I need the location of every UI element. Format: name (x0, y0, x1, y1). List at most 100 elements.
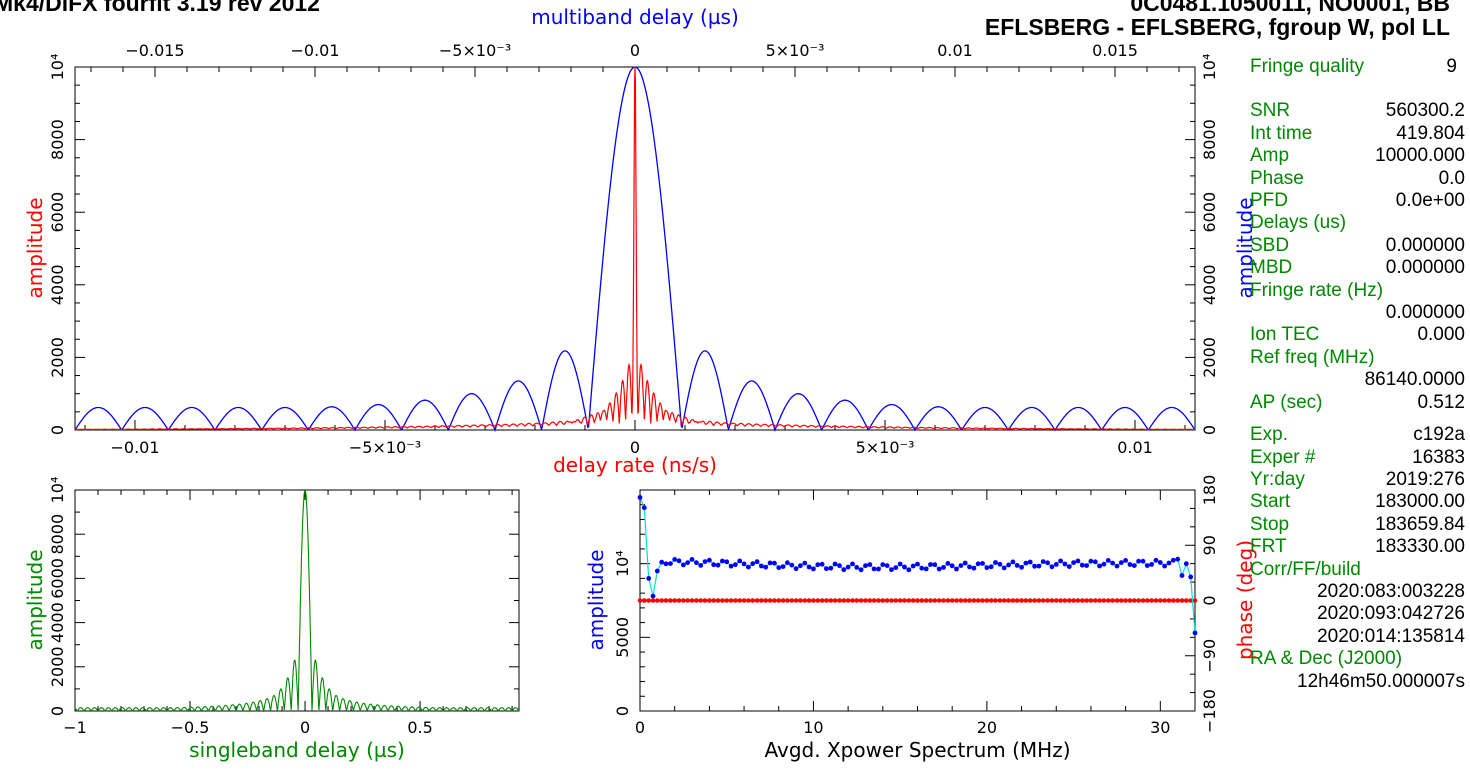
phase-point (1119, 598, 1124, 603)
amplitude-point (941, 565, 946, 570)
amplitude-point (776, 565, 782, 571)
singleband-axis-label: singleband delay (µs) (189, 738, 405, 762)
amplitude-point (824, 566, 829, 572)
ff-date-value: 2020:093:042726 (1317, 603, 1465, 625)
phase-point (1192, 598, 1198, 603)
phase-value: 0.0 (1438, 167, 1465, 189)
amplitude-point (811, 566, 816, 572)
exp-value: c192a (1413, 424, 1465, 446)
corr-date-value: 2020:083:003228 (1317, 580, 1465, 602)
amplitude-point (650, 593, 656, 599)
amplitude-point (711, 562, 717, 568)
xpower-amp-tick-label: 0 (613, 706, 632, 716)
amplitude-point (1088, 558, 1094, 564)
phase-point (806, 598, 812, 603)
phase-point (1075, 598, 1081, 603)
phase-label: Phase (1250, 167, 1304, 189)
phase-point (1166, 598, 1172, 603)
delay-rate-tick-label: −0.01 (110, 438, 159, 457)
amplitude-point (806, 564, 812, 570)
amplitude-point (845, 564, 851, 570)
phase-point (1175, 598, 1180, 603)
xpower-phase-tick-label: −90 (1200, 639, 1219, 673)
amplitude-point (1183, 561, 1189, 567)
phase-point (1114, 598, 1120, 603)
phase-point (828, 598, 834, 603)
multiband-delay-tick-label: −0.015 (125, 41, 184, 60)
phase-point (971, 598, 977, 603)
amplitude-point (1101, 561, 1107, 567)
exper-row: Exper # 16383 (1250, 447, 1465, 469)
phase-point (1162, 598, 1167, 603)
phase-point (659, 598, 664, 603)
phase-point (1036, 598, 1042, 603)
start-value: 183000.00 (1375, 491, 1465, 513)
phase-point (902, 598, 907, 603)
singleband-tick-label: −0.5 (171, 718, 210, 737)
amplitude-tick-label-right: 0 (1200, 425, 1219, 435)
amplitude-point (1066, 564, 1072, 569)
phase-point (715, 598, 721, 603)
amplitude-point (984, 565, 990, 571)
fringe-quality-label: Fringe quality (1250, 56, 1365, 77)
mbd-row: MBD 0.000000 (1250, 257, 1465, 279)
phase-point (1132, 598, 1137, 603)
amplitude-point (754, 559, 760, 565)
ion-tec-value: 0.000 (1417, 324, 1465, 346)
phase-point (1171, 598, 1176, 603)
amplitude-point (1162, 563, 1167, 569)
amplitude-point (646, 576, 652, 581)
phase-point (919, 598, 925, 603)
amplitude-point (802, 560, 808, 566)
amplitude-point (928, 562, 933, 567)
phase-point (954, 598, 959, 603)
amplitude-point (906, 567, 912, 573)
phase-point (1097, 598, 1102, 603)
amplitude-point (724, 559, 730, 565)
phase-point (962, 598, 968, 603)
amplitude-point (971, 565, 977, 571)
xpower-amp-tick-label: 5000 (613, 617, 632, 658)
phase-point (837, 598, 842, 603)
amplitude-tick-label-right: 8000 (1200, 119, 1219, 160)
multiband-delay-tick-label: 0.01 (937, 41, 973, 60)
phase-point (923, 598, 929, 603)
frt-label: FRT (1250, 536, 1287, 558)
amplitude-point (1188, 574, 1194, 580)
phase-point (850, 598, 855, 603)
amplitude-point (932, 562, 938, 568)
phase-point (1106, 598, 1111, 603)
ra-dec-label: RA & Dec (J2000) (1250, 648, 1403, 670)
amplitude-point (1131, 563, 1137, 568)
phase-point (1054, 598, 1059, 603)
ref-freq-value: 86140.0000 (1364, 369, 1465, 391)
amplitude-point (641, 505, 647, 511)
amplitude-point (884, 563, 890, 568)
amplitude-point (962, 560, 968, 566)
phase-point (906, 598, 912, 603)
phase-point (785, 598, 790, 603)
amplitude-point (737, 558, 743, 564)
amplitude-point (889, 567, 894, 573)
phase-point (650, 598, 656, 603)
amplitude-point (1053, 562, 1059, 567)
amplitude-point (685, 560, 691, 565)
amplitude-tick-label-right: 6000 (1200, 192, 1219, 233)
xpower-phase-axis-label: phase (deg) (1233, 540, 1257, 660)
frt-value: 183330.00 (1375, 536, 1465, 558)
phase-point (646, 598, 651, 603)
phase-point (819, 598, 825, 603)
phase-point (845, 598, 851, 603)
amplitude-point (767, 560, 773, 566)
delay-rate-tick-label: −5×10⁻³ (349, 438, 421, 457)
amplitude-point (1045, 560, 1050, 566)
phase-point (776, 598, 782, 603)
amplitude-tick-label-right: 10⁴ (1200, 54, 1219, 81)
phase-point (1067, 598, 1072, 603)
phase-point (754, 598, 760, 603)
amplitude-point (1166, 560, 1172, 566)
phase-point (1062, 598, 1068, 603)
phase-point (707, 598, 712, 603)
phase-point (993, 598, 998, 603)
amplitude-point (880, 562, 886, 567)
